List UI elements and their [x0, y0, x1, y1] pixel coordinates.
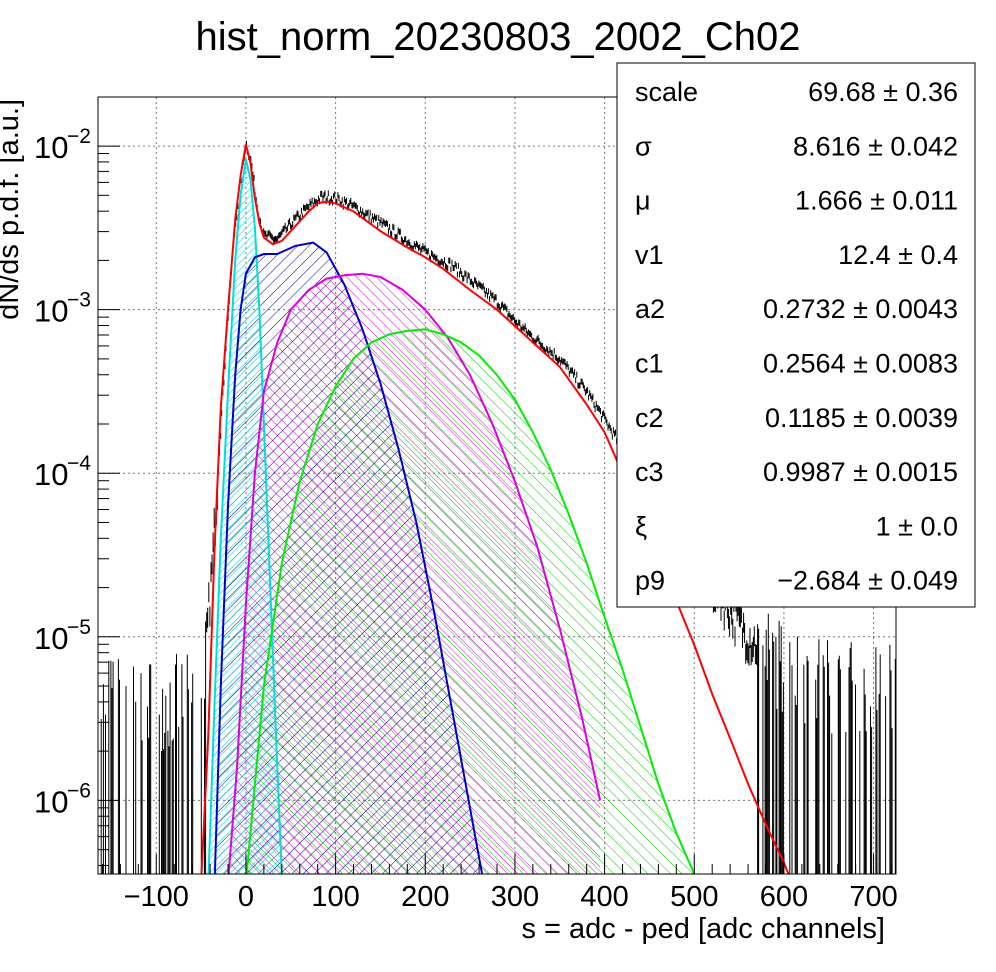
x-tick-label-8: 700 — [849, 881, 897, 913]
x-tick-label-4: 300 — [491, 881, 539, 913]
y-axis-label: dN/ds p.d.f. [a.u.] — [0, 99, 25, 320]
x-axis: −100 0 100 200 300 400 500 600 700 — [101, 854, 898, 913]
x-tick-label-6: 500 — [670, 881, 718, 913]
component-fill-2 — [214, 242, 483, 874]
y-tick-label-2: 10 — [34, 457, 68, 492]
fit-param-value-4: 0.2732 ± 0.0043 — [763, 294, 958, 324]
fit-curve-1 — [207, 158, 283, 874]
y-tick-label-0: 10 — [34, 784, 68, 819]
y-tick-label-exp-4: −2 — [67, 125, 91, 148]
fit-curves — [200, 144, 790, 874]
y-tick-label-1: 10 — [34, 621, 68, 656]
fit-curve-2 — [213, 241, 484, 874]
x-tick-label-5: 400 — [580, 881, 628, 913]
fit-param-value-1: 8.616 ± 0.042 — [793, 131, 958, 161]
fit-curve-3 — [227, 272, 602, 874]
fit-param-value-9: −2.684 ± 0.049 — [777, 566, 958, 596]
fit-param-name-4: a2 — [635, 294, 665, 324]
fit-stats-box: scale 69.68 ± 0.36 σ 8.616 ± 0.042 μ 1.666 ± … — [616, 62, 976, 608]
component-fills — [208, 159, 695, 874]
chart-title: hist_norm_20230803_2002_Ch02 — [196, 15, 801, 59]
fit-param-name-3: v1 — [635, 240, 664, 270]
fit-param-value-2: 1.666 ± 0.011 — [795, 186, 958, 216]
y-tick-label-4: 10 — [34, 130, 68, 165]
fit-param-value-7: 0.9987 ± 0.0015 — [763, 457, 958, 487]
fit-param-name-1: σ — [635, 131, 652, 161]
x-tick-label-1: 0 — [238, 881, 254, 913]
x-tick-label-0: −100 — [124, 881, 189, 913]
x-tick-label-7: 600 — [760, 881, 808, 913]
fit-param-value-5: 0.2564 ± 0.0083 — [763, 349, 958, 379]
x-tick-label-2: 100 — [311, 881, 359, 913]
y-axis: 10−610−510−410−310−2 — [34, 125, 120, 866]
fit-param-value-6: 0.1185 ± 0.0039 — [765, 403, 958, 433]
fit-param-name-7: c3 — [635, 457, 664, 487]
y-tick-label-exp-1: −5 — [67, 616, 91, 639]
fit-param-value-8: 1 ± 0.0 — [876, 511, 958, 541]
fit-param-name-6: c2 — [635, 403, 664, 433]
fit-param-value-3: 12.4 ± 0.4 — [838, 240, 958, 270]
y-tick-label-3: 10 — [34, 294, 68, 329]
fit-curve-0 — [200, 144, 790, 874]
fit-param-name-8: ξ — [635, 511, 647, 541]
y-tick-label-exp-2: −4 — [67, 452, 91, 475]
fit-param-name-9: p9 — [635, 566, 665, 596]
fit-curve-4 — [245, 328, 696, 874]
x-axis-label: s = adc - ped [adc channels] — [521, 913, 885, 945]
fit-param-name-2: μ — [635, 186, 651, 216]
y-tick-label-exp-3: −3 — [67, 289, 91, 312]
y-tick-label-exp-0: −6 — [67, 779, 91, 802]
fit-param-name-0: scale — [635, 77, 698, 107]
fit-param-value-0: 69.68 ± 0.36 — [808, 77, 958, 107]
fit-stats-frame — [616, 62, 976, 608]
fit-param-name-5: c1 — [635, 349, 664, 379]
x-tick-label-3: 200 — [401, 881, 449, 913]
